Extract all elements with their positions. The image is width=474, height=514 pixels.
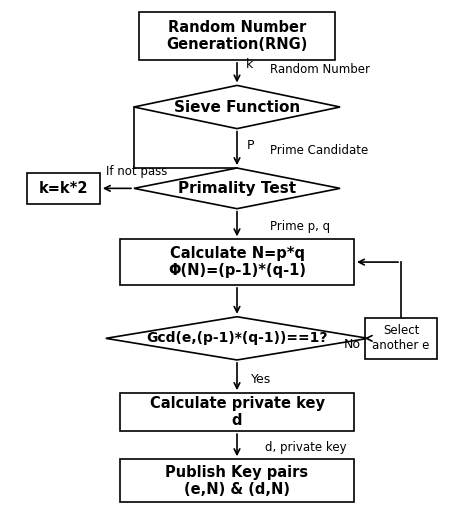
Text: k: k (246, 58, 254, 71)
Text: Calculate private key
d: Calculate private key d (149, 396, 325, 428)
Text: P: P (246, 139, 254, 152)
FancyBboxPatch shape (365, 318, 437, 359)
Text: Random Number: Random Number (270, 63, 370, 77)
FancyBboxPatch shape (27, 173, 100, 204)
Polygon shape (106, 317, 368, 360)
Text: Prime p, q: Prime p, q (270, 220, 330, 233)
Text: Primality Test: Primality Test (178, 181, 296, 196)
Text: k=k*2: k=k*2 (39, 181, 89, 196)
FancyBboxPatch shape (120, 459, 354, 502)
Text: Publish Key pairs
(e,N) & (d,N): Publish Key pairs (e,N) & (d,N) (165, 465, 309, 497)
Text: d, private key: d, private key (265, 440, 347, 454)
Text: Select
another e: Select another e (372, 324, 429, 353)
Text: Calculate N=p*q
Φ(N)=(p-1)*(q-1): Calculate N=p*q Φ(N)=(p-1)*(q-1) (168, 246, 306, 278)
FancyBboxPatch shape (120, 393, 354, 431)
Text: Random Number
Generation(RNG): Random Number Generation(RNG) (166, 20, 308, 52)
Text: Prime Candidate: Prime Candidate (270, 144, 368, 157)
Polygon shape (134, 168, 340, 209)
Text: Yes: Yes (251, 373, 271, 386)
FancyBboxPatch shape (138, 12, 336, 60)
Text: If not pass: If not pass (106, 165, 167, 178)
Polygon shape (134, 85, 340, 128)
Text: Gcd(e,(p-1)*(q-1))==1?: Gcd(e,(p-1)*(q-1))==1? (146, 332, 328, 345)
FancyBboxPatch shape (120, 239, 354, 285)
Text: Sieve Function: Sieve Function (174, 100, 300, 115)
Text: No: No (343, 338, 360, 351)
